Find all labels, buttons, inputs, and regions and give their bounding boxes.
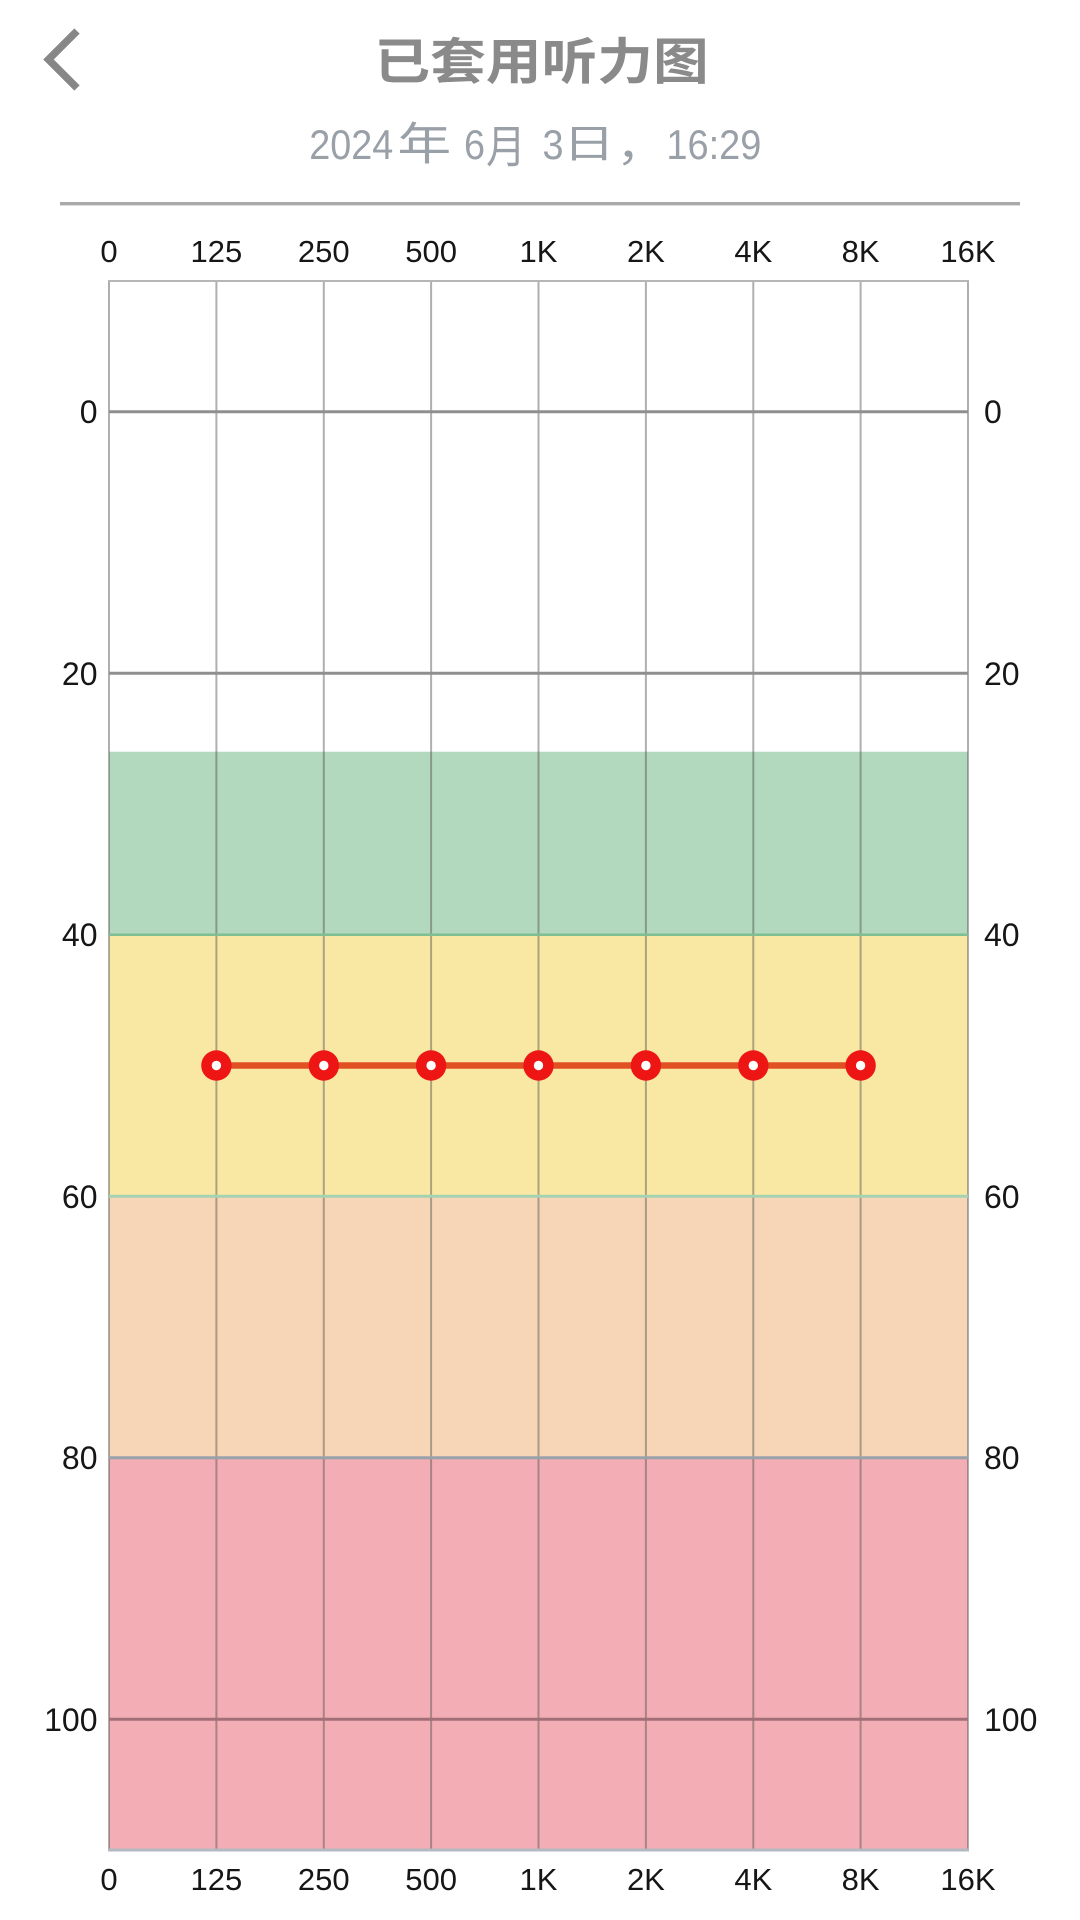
svg-text:16:29: 16:29 <box>666 121 761 168</box>
svg-text:2K: 2K <box>627 234 665 269</box>
svg-text:60: 60 <box>984 1179 1020 1215</box>
svg-text:60: 60 <box>62 1179 98 1215</box>
svg-text:500: 500 <box>405 1862 457 1897</box>
svg-text:16K: 16K <box>940 1862 995 1897</box>
svg-text:8K: 8K <box>842 1862 880 1897</box>
svg-text:0: 0 <box>80 394 98 430</box>
svg-text:250: 250 <box>298 1862 350 1897</box>
svg-text:1K: 1K <box>520 234 558 269</box>
svg-text:250: 250 <box>298 234 350 269</box>
svg-text:80: 80 <box>62 1440 98 1476</box>
svg-text:6: 6 <box>464 121 485 168</box>
svg-text:100: 100 <box>44 1702 97 1738</box>
svg-text:8K: 8K <box>842 234 880 269</box>
svg-text:4K: 4K <box>734 234 772 269</box>
svg-text:0: 0 <box>100 234 117 269</box>
svg-text:1K: 1K <box>520 1862 558 1897</box>
svg-text:3: 3 <box>543 121 564 168</box>
svg-text:0: 0 <box>984 394 1002 430</box>
svg-text:16K: 16K <box>940 234 995 269</box>
svg-text:125: 125 <box>191 1862 243 1897</box>
svg-text:20: 20 <box>984 656 1020 692</box>
svg-text:125: 125 <box>191 234 243 269</box>
svg-text:40: 40 <box>62 917 98 953</box>
svg-text:2024: 2024 <box>309 121 393 168</box>
svg-text:500: 500 <box>405 234 457 269</box>
svg-text:2K: 2K <box>627 1862 665 1897</box>
svg-text:40: 40 <box>984 917 1020 953</box>
svg-text:4K: 4K <box>734 1862 772 1897</box>
svg-text:0: 0 <box>100 1862 117 1897</box>
svg-text:20: 20 <box>62 656 98 692</box>
svg-text:80: 80 <box>984 1440 1020 1476</box>
svg-text:100: 100 <box>984 1702 1037 1738</box>
